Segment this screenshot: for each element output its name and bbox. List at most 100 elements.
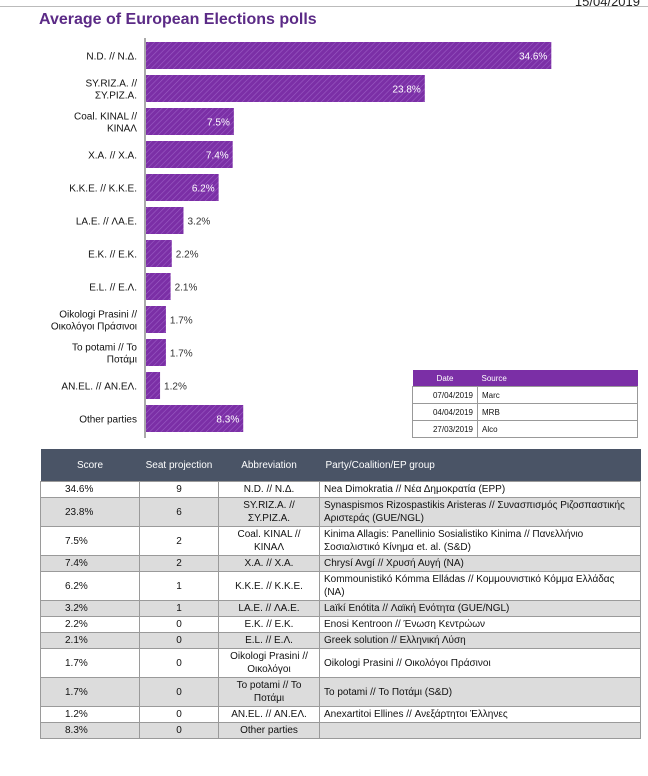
category-label: X.A. // Χ.Α. (88, 151, 137, 162)
table-row: 1.2% 0 AN.EL. // ΑΝ.ΕΛ. Anexartitoi Ellines… (40, 706, 641, 723)
category-label-line: E.K. // Ε.Κ. (88, 250, 137, 261)
bar-value-label: 6.2% (192, 184, 215, 195)
table-row: 23.8% 6 SY.RIZ.A. // ΣΥ.ΡΙΖ.Α. Synaspismos … (40, 497, 641, 527)
cell-score: 2.1% (40, 632, 140, 649)
table-row: 2.2% 0 E.K. // Ε.Κ. Enosi Kentroon // Ένωση… (40, 616, 641, 633)
col-header-party: Party/Coalition/EP group (319, 449, 641, 482)
cell-score: 23.8% (40, 497, 140, 527)
cell-party: Oikologi Prasini // Οικολόγοι Πράσινοι (319, 648, 641, 678)
bar-value-label: 8.3% (216, 415, 239, 426)
category-label: E.L. // Ε.Λ. (89, 283, 137, 294)
category-label-line: LA.E. // ΛΑ.Ε. (76, 217, 137, 228)
category-label-line: Coal. KINAL // (74, 112, 137, 123)
table-row: 8.3% 0 Other parties (40, 722, 641, 739)
category-label-line: AN.EL. // ΑΝ.ΕΛ. (61, 382, 137, 393)
col-header-abbreviation: Abbreviation (218, 449, 320, 482)
cell-seat-projection: 9 (139, 481, 219, 498)
table-row: 3.2% 1 LA.E. // ΛΑ.Ε. Laïkí Enótita // Λαϊκ… (40, 600, 641, 617)
category-label-line: K.K.E. // Κ.Κ.Ε. (69, 184, 137, 195)
category-label: SY.RIZ.A. //ΣΥ.ΡΙΖ.Α. (86, 79, 138, 102)
cell-seat-projection: 0 (139, 632, 219, 649)
cell-abbreviation: To potami // To Ποτάμι (218, 677, 320, 707)
category-label-line: Οικολόγοι Πράσινοι (51, 321, 137, 333)
source-name: Marc (477, 386, 638, 404)
cell-party: Kommounistikó Kómma Elládas // Κομμουνισ… (319, 571, 641, 601)
cell-score: 3.2% (40, 600, 140, 617)
bar-value-label: 2.2% (176, 250, 199, 261)
cell-seat-projection: 6 (139, 497, 219, 527)
cell-abbreviation: SY.RIZ.A. // ΣΥ.ΡΙΖ.Α. (218, 497, 320, 527)
cell-abbreviation: LA.E. // ΛΑ.Ε. (218, 600, 320, 617)
cell-abbreviation: K.K.E. // Κ.Κ.Ε. (218, 571, 320, 601)
cell-party (319, 722, 641, 739)
bar-value-label: 2.1% (175, 283, 198, 294)
source-row: 04/04/2019 MRB (412, 403, 638, 421)
cell-abbreviation: Coal. KINAL // ΚΙΝΑΛ (218, 526, 320, 556)
cell-abbreviation: AN.EL. // ΑΝ.ΕΛ. (218, 706, 320, 723)
source-header-source: Source (477, 370, 638, 387)
bar-value-label: 7.5% (207, 118, 230, 129)
bar-value-label: 1.7% (170, 316, 193, 327)
table-row: 7.4% 2 X.A. // Χ.Α. Chrysí Avgí // Χρυσή Αυ… (40, 555, 641, 572)
bar (146, 405, 244, 432)
bar (146, 273, 171, 300)
cell-party: Enosi Kentroon // Ένωση Κεντρώων (319, 616, 641, 633)
cell-party: To potami // Το Ποτάμι (S&D) (319, 677, 641, 707)
bar-value-label: 7.4% (206, 151, 229, 162)
cell-seat-projection: 0 (139, 648, 219, 678)
bar (146, 372, 161, 399)
bar-value-label: 1.2% (164, 382, 187, 393)
report-date: 15/04/2019 (574, 0, 640, 9)
poll-bar-chart: 34.6% N.D. // Ν.Δ. 23.8% SY.RIZ.A. //ΣΥ.ΡΙΖ… (51, 38, 552, 438)
bar-value-label: 23.8% (392, 85, 420, 96)
category-label-line: Oikologi Prasini // (59, 310, 137, 321)
cell-party: Kinima Allagis: Panellinio Sosialistiko … (319, 526, 641, 556)
cell-score: 1.2% (40, 706, 140, 723)
category-label: Oikologi Prasini //Οικολόγοι Πράσινοι (51, 310, 137, 333)
cell-party: Laïkí Enótita // Λαϊκή Ενότητα (GUE/NGL) (319, 600, 641, 617)
source-date: 27/03/2019 (412, 420, 478, 438)
page-title: Average of European Elections polls (39, 11, 317, 28)
category-label-line: SY.RIZ.A. // (86, 79, 138, 90)
cell-seat-projection: 0 (139, 677, 219, 707)
category-label-line: ΣΥ.ΡΙΖ.Α. (95, 91, 137, 102)
category-label: Other parties (79, 415, 137, 426)
col-header-score: Score (40, 449, 140, 482)
category-label-line: Other parties (79, 415, 137, 426)
cell-abbreviation: Other parties (218, 722, 320, 739)
category-label: LA.E. // ΛΑ.Ε. (76, 217, 137, 228)
cell-seat-projection: 0 (139, 722, 219, 739)
category-label: AN.EL. // ΑΝ.ΕΛ. (61, 382, 137, 393)
category-label: E.K. // Ε.Κ. (88, 250, 137, 261)
bar-value-label: 1.7% (170, 349, 193, 360)
bar (146, 207, 184, 234)
cell-abbreviation: Oikologi Prasini // Οικολόγοι (218, 648, 320, 678)
table-row: 34.6% 9 N.D. // Ν.Δ. Nea Dimokratia // Νέα … (40, 481, 641, 498)
source-row: 07/04/2019 Marc (412, 386, 638, 404)
source-header-date: Date (412, 370, 478, 387)
cell-score: 34.6% (40, 481, 140, 498)
table-row: 1.7% 0 To potami // To Ποτάμι To potami // … (40, 677, 641, 707)
bar (146, 141, 233, 168)
cell-seat-projection: 2 (139, 555, 219, 572)
source-date: 04/04/2019 (412, 403, 478, 421)
category-label: Coal. KINAL //ΚΙΝΑΛ (74, 112, 137, 135)
category-label-line: E.L. // Ε.Λ. (89, 283, 137, 294)
cell-score: 7.5% (40, 526, 140, 556)
category-label-line: N.D. // Ν.Δ. (86, 52, 137, 63)
cell-party: Synaspismos Rizospastikis Aristeras // Σ… (319, 497, 641, 527)
bar (146, 339, 166, 366)
category-label: N.D. // Ν.Δ. (86, 52, 137, 63)
cell-seat-projection: 1 (139, 600, 219, 617)
cell-party: Nea Dimokratia // Νέα Δημοκρατία (EPP) (319, 481, 641, 498)
source-name: MRB (477, 403, 638, 421)
cell-party: Greek solution // Ελληνική Λύση (319, 632, 641, 649)
cell-score: 6.2% (40, 571, 140, 601)
category-label-line: X.A. // Χ.Α. (88, 151, 137, 162)
bar (146, 108, 234, 135)
bar (146, 306, 166, 333)
cell-abbreviation: E.K. // Ε.Κ. (218, 616, 320, 633)
cell-score: 2.2% (40, 616, 140, 633)
category-label: To potami // Το Ποτάμι (72, 343, 137, 366)
bar (146, 174, 219, 201)
